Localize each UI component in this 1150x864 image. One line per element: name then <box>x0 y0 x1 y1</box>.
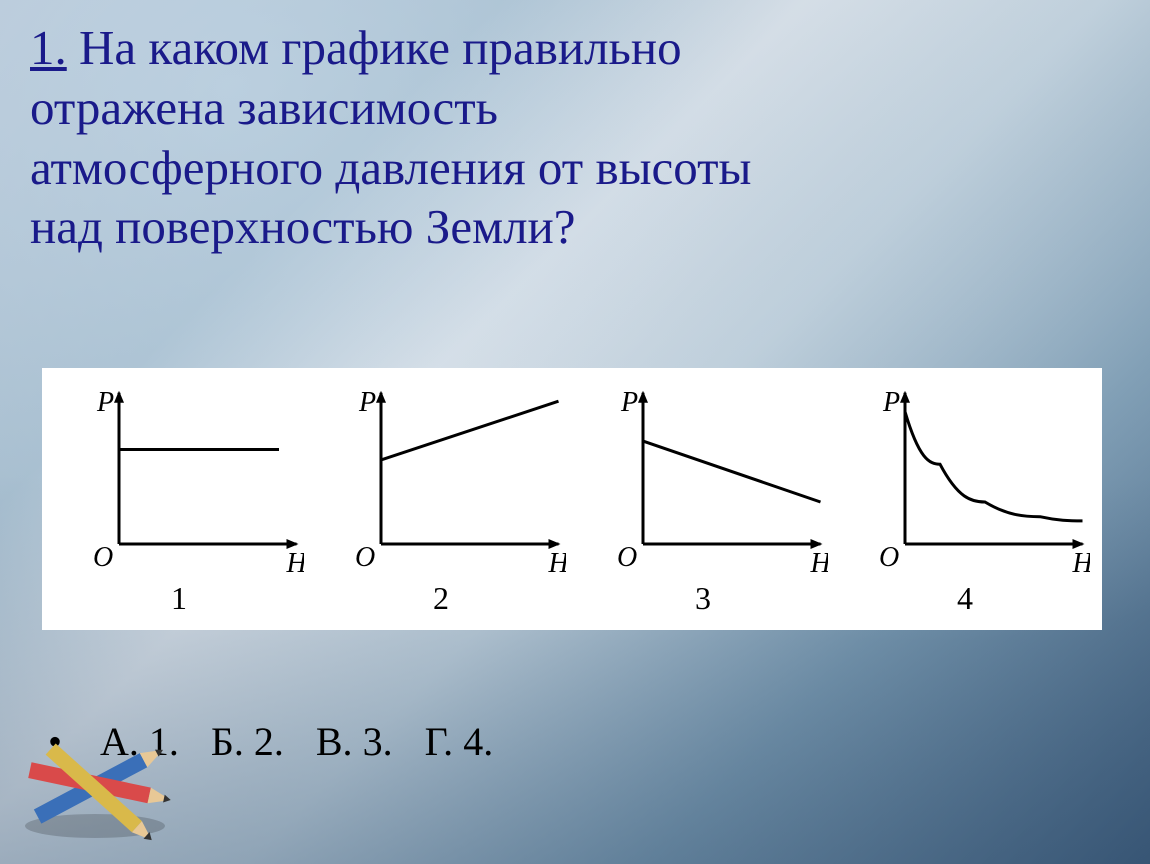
origin-label: O <box>355 542 375 573</box>
chart-number-3: 3 <box>695 580 711 617</box>
pencils-icon <box>0 706 190 846</box>
y-axis-label: P <box>96 387 114 418</box>
chart-cell-2: P O H 2 <box>316 376 566 622</box>
question-line-4: над поверхностью Земли? <box>30 199 576 254</box>
chart-cell-4: P O H 4 <box>840 376 1090 622</box>
chart-number-4: 4 <box>957 580 973 617</box>
chart-cell-1: P O H 1 <box>54 376 304 622</box>
chart-number-2: 2 <box>433 580 449 617</box>
y-axis-label: P <box>882 387 900 418</box>
origin-label: O <box>93 542 113 573</box>
data-curve <box>905 412 1083 521</box>
question-line-1: На каком графике правильно <box>79 20 682 75</box>
y-axis-label: P <box>358 387 376 418</box>
data-line <box>643 441 821 502</box>
question-line-2: отражена зависимость <box>30 80 498 135</box>
origin-label: O <box>879 542 899 573</box>
question-number: 1. <box>30 20 67 75</box>
origin-label: O <box>617 542 637 573</box>
chart-1: P O H <box>54 376 304 586</box>
question-title: 1. На каком графике правильно отражена з… <box>30 18 1110 257</box>
chart-3: P O H <box>578 376 828 586</box>
chart-cell-3: P O H 3 <box>578 376 828 622</box>
x-axis-label: H <box>810 548 829 579</box>
chart-4: P O H <box>840 376 1090 586</box>
question-line-3: атмосферного давления от высоты <box>30 140 751 195</box>
y-axis-label: P <box>620 387 638 418</box>
charts-panel: P O H 1 P O H 2 P O H 3 P O H 4 <box>42 368 1102 630</box>
chart-2: P O H <box>316 376 566 586</box>
answer-option-g: Г. 4. <box>425 718 494 765</box>
data-line <box>381 401 559 460</box>
x-axis-label: H <box>1072 548 1091 579</box>
x-axis-label: H <box>548 548 567 579</box>
answer-option-v: В. 3. <box>316 718 393 765</box>
chart-number-1: 1 <box>171 580 187 617</box>
x-axis-label: H <box>286 548 305 579</box>
answer-option-b: Б. 2. <box>211 718 284 765</box>
